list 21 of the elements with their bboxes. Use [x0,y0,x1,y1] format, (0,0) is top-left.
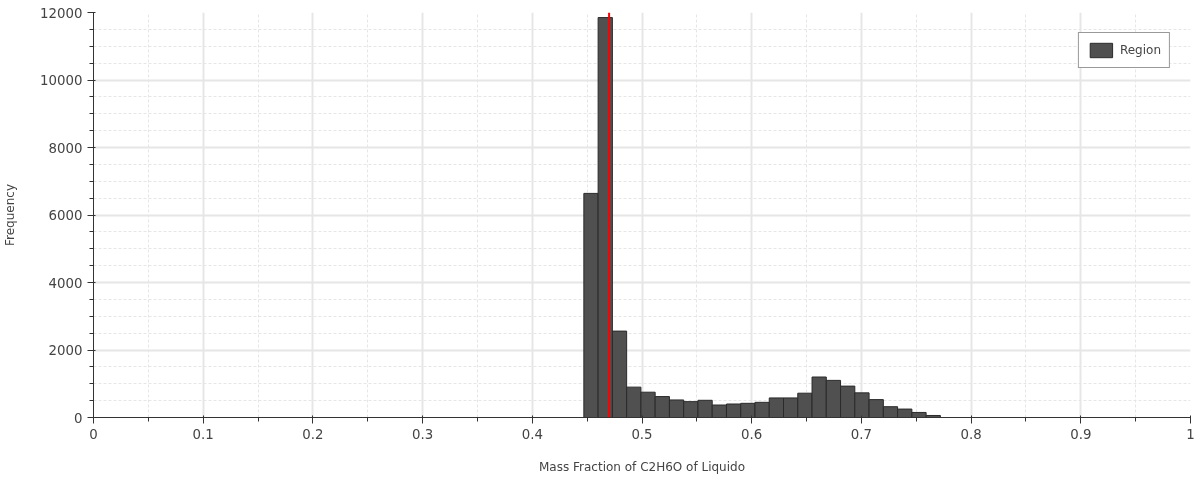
x-tick-label: 0 [89,426,98,442]
legend-label: Region [1119,43,1161,57]
x-tick-label: 0.5 [631,426,653,442]
y-tick-label: 8000 [48,140,83,156]
x-tick-label: 1 [1186,426,1195,442]
x-tick-label: 0.7 [850,426,873,442]
y-tick-label: 0 [74,410,83,426]
x-axis-title: Mass Fraction of C2H6O of Liquido [539,459,745,474]
y-tick-label: 6000 [48,208,83,223]
x-tick-label: 0.1 [192,426,214,442]
x-tick-label: 0.2 [302,426,324,442]
y-tick-label: 2000 [48,343,83,358]
x-tick-label: 0.8 [960,426,982,442]
y-axis-title: Frequency [3,184,18,246]
x-tick-label: 0.6 [741,426,763,442]
x-tick-label: 0.9 [1070,426,1092,442]
y-tick-label: 4000 [48,275,83,291]
y-tick-label: 10000 [40,73,83,88]
x-tick-label: 0.3 [412,426,434,442]
y-tick-label: 12000 [40,5,83,21]
x-tick-label: 0.4 [521,426,543,442]
